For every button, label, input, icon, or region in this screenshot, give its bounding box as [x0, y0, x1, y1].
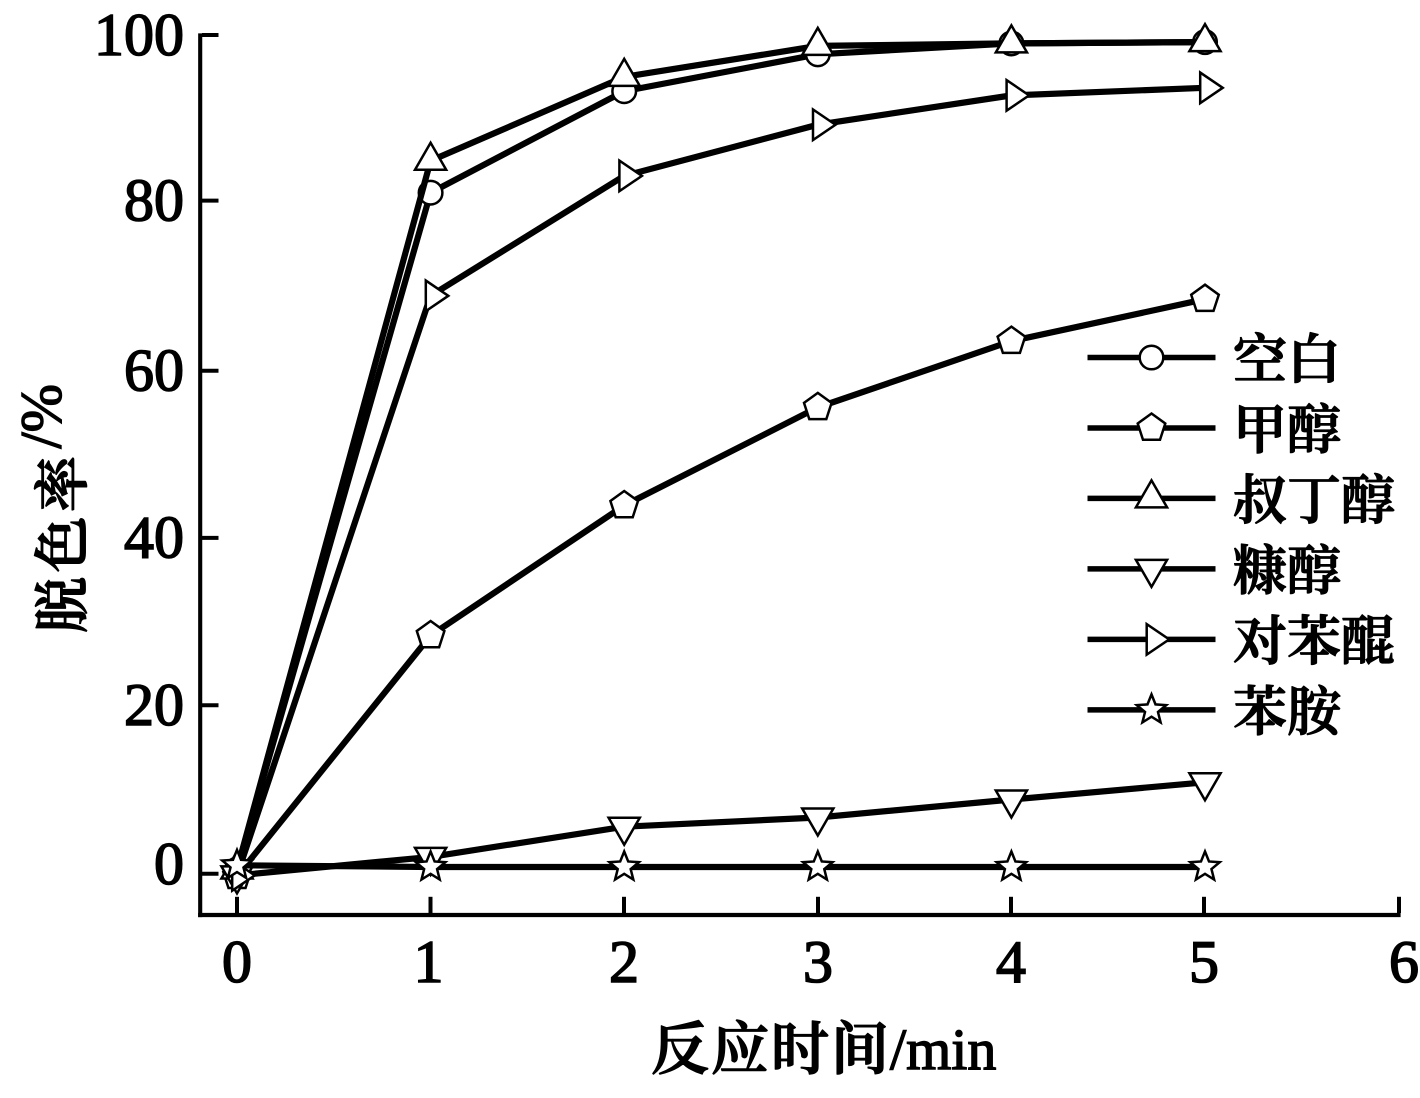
- svg-text:100: 100: [94, 2, 184, 68]
- svg-text:0: 0: [154, 831, 184, 897]
- svg-text:/min: /min: [890, 1017, 996, 1082]
- svg-text:4: 4: [996, 929, 1026, 995]
- svg-text:80: 80: [124, 167, 184, 233]
- svg-text:40: 40: [124, 505, 184, 571]
- svg-text:/%: /%: [9, 384, 74, 448]
- svg-text:0: 0: [222, 929, 252, 995]
- svg-text:6: 6: [1389, 929, 1419, 995]
- svg-text:5: 5: [1189, 929, 1219, 995]
- svg-text:3: 3: [803, 929, 833, 995]
- svg-text:2: 2: [609, 929, 639, 995]
- svg-text:20: 20: [124, 672, 184, 738]
- svg-text:60: 60: [124, 338, 184, 404]
- svg-text:1: 1: [414, 929, 444, 995]
